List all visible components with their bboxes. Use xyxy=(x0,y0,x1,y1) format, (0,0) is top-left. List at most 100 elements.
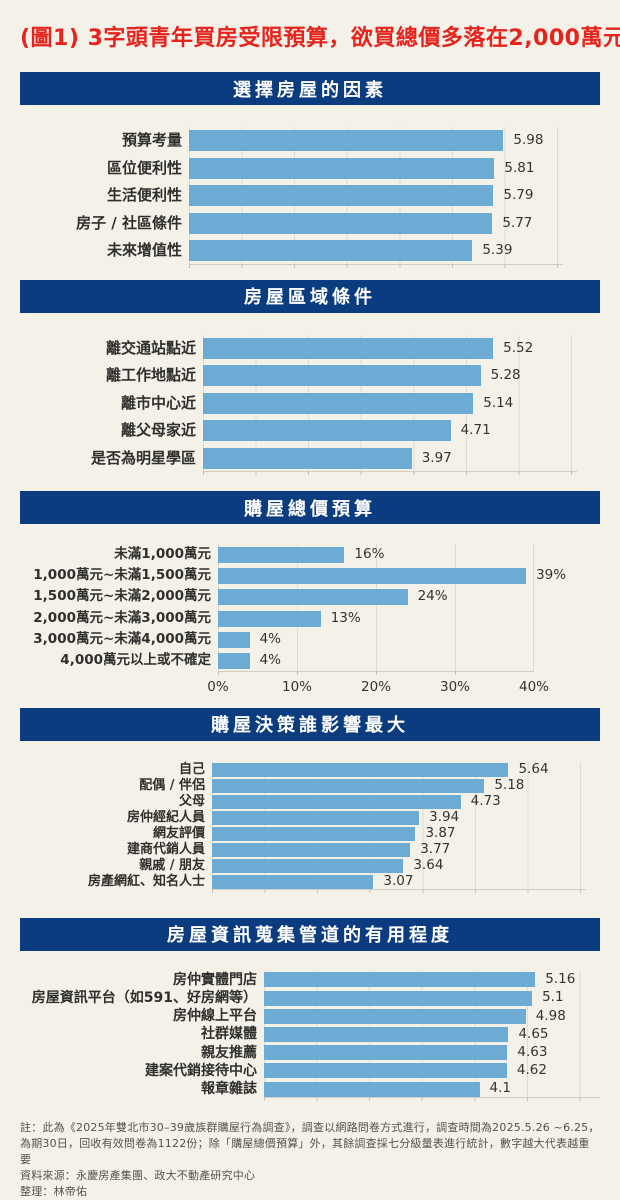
bar-row: 3,000萬元~未滿4,000萬元 4% xyxy=(20,629,600,650)
bar-row: 離市中心近 5.14 xyxy=(20,390,600,418)
bar xyxy=(212,859,404,873)
value-label: 4% xyxy=(259,652,282,669)
bar xyxy=(218,653,250,670)
chart-rows: 房仲實體門店 5.16 房屋資訊平台（如591、好房網等） 5.1 房仲線上平台 4.98… xyxy=(20,970,600,1102)
plot-area: 4.63 xyxy=(264,1044,600,1062)
value-label: 5.14 xyxy=(483,394,514,411)
category-label: 建案代銷接待中心 xyxy=(145,1062,257,1079)
bar-row: 1,000萬元~未滿1,500萬元 39% xyxy=(20,565,600,586)
bar-chart-choosing-factors: 預算考量 5.98 區位便利性 5.81 生活便利性 5.79 房子 / 社區條件 5.77 未… xyxy=(20,105,600,280)
bar xyxy=(264,1063,507,1079)
category-label: 區位便利性 xyxy=(106,158,182,177)
bar xyxy=(264,972,536,988)
category-label: 自己 xyxy=(178,762,205,778)
category-label: 離工作地點近 xyxy=(105,366,196,385)
footnote-credit: 整理：林帝佑 xyxy=(20,1184,88,1198)
bar-row: 配偶 / 伴侶 5.18 xyxy=(20,778,600,794)
bar-row: 房子 / 社區條件 5.77 xyxy=(20,210,600,238)
value-label: 4.98 xyxy=(535,1007,566,1024)
category-label: 親友推薦 xyxy=(201,1044,257,1061)
bar xyxy=(212,763,509,777)
bar xyxy=(218,567,527,584)
plot-area: 3.64 xyxy=(212,858,600,874)
bar xyxy=(212,779,485,793)
bar-row: 未來增值性 5.39 xyxy=(20,237,600,265)
bar xyxy=(203,365,481,387)
bar xyxy=(264,990,533,1006)
value-label: 4.63 xyxy=(517,1043,548,1060)
plot-area: 5.16 xyxy=(264,971,600,989)
bar-row: 父母 4.73 xyxy=(20,794,600,810)
value-label: 3.97 xyxy=(421,449,452,466)
plot-area: 5.64 xyxy=(212,762,600,778)
value-label: 5.52 xyxy=(503,339,534,356)
plot-area: 4% xyxy=(218,650,600,671)
value-label: 16% xyxy=(354,545,385,562)
plot-area: 3.97 xyxy=(203,445,600,473)
value-label: 3.77 xyxy=(420,841,451,858)
bar xyxy=(218,589,408,606)
bar-row: 離交通站點近 5.52 xyxy=(20,335,600,363)
bar-chart-info-channels: 房仲實體門店 5.16 房屋資訊平台（如591、好房網等） 5.1 房仲線上平台 4.98… xyxy=(20,951,600,1120)
category-label: 網友評價 xyxy=(152,826,205,842)
value-label: 5.18 xyxy=(494,777,525,794)
bar-row: 離父母家近 4.71 xyxy=(20,417,600,445)
bar xyxy=(264,1045,508,1061)
plot-area: 3.77 xyxy=(212,842,600,858)
bar xyxy=(189,185,494,207)
category-label: 離交通站點近 xyxy=(105,338,196,357)
section-header: 購屋決策誰影響最大 xyxy=(20,707,600,741)
category-label: 房產網紅、知名人士 xyxy=(87,874,205,890)
bar-row: 未滿1,000萬元 16% xyxy=(20,544,600,565)
bar-row: 1,500萬元~未滿2,000萬元 24% xyxy=(20,587,600,608)
section-area-conditions: 房屋區域條件 離交通站點近 5.52 離工作地點近 5.28 離市中心近 5.14 離父母家… xyxy=(20,279,600,492)
category-label: 未滿1,000萬元 xyxy=(114,545,211,562)
bar xyxy=(218,546,345,563)
bar xyxy=(212,795,461,809)
section-info-channels: 房屋資訊蒐集管道的有用程度 房仲實體門店 5.16 房屋資訊平台（如591、好房網等… xyxy=(20,917,600,1120)
value-label: 4.62 xyxy=(516,1062,547,1079)
bar xyxy=(189,212,493,234)
bar-row: 親友推薦 4.63 xyxy=(20,1044,600,1062)
category-label: 離市中心近 xyxy=(120,393,196,412)
plot-area: 5.14 xyxy=(203,390,600,418)
value-label: 5.1 xyxy=(542,989,564,1006)
plot-area: 4.62 xyxy=(264,1062,600,1080)
bar-row: 區位便利性 5.81 xyxy=(20,155,600,183)
category-label: 房子 / 社區條件 xyxy=(76,213,182,232)
plot-area: 39% xyxy=(218,565,600,586)
category-label: 3,000萬元~未滿4,000萬元 xyxy=(33,631,211,648)
bar xyxy=(212,843,411,857)
category-label: 未來增值性 xyxy=(106,241,182,260)
value-label: 5.79 xyxy=(503,187,534,203)
plot-area: 4% xyxy=(218,629,600,650)
category-label: 父母 xyxy=(178,794,205,810)
value-label: 5.64 xyxy=(518,761,549,778)
bar xyxy=(264,1026,509,1042)
footnote-note: 註：此為《2025年雙北市30–39歲族群購屋行為調查》，調查以網路問卷方式進行… xyxy=(20,1121,600,1166)
section-decision-influence: 購屋決策誰影響最大 自己 5.64 配偶 / 伴侶 5.18 父母 4.73 房仲經紀人員 3… xyxy=(20,707,600,918)
plot-area: 13% xyxy=(218,608,600,629)
footnote: 註：此為《2025年雙北市30–39歲族群購屋行為調查》，調查以網路問卷方式進行… xyxy=(20,1120,600,1200)
bar xyxy=(212,827,416,841)
plot-area: 5.79 xyxy=(189,182,600,210)
bar-row: 預算考量 5.98 xyxy=(20,127,600,155)
bar-row: 生活便利性 5.79 xyxy=(20,182,600,210)
section-header: 房屋區域條件 xyxy=(20,279,600,313)
plot-area: 5.77 xyxy=(189,210,600,238)
category-label: 生活便利性 xyxy=(106,186,182,205)
bar xyxy=(264,1081,480,1097)
bar xyxy=(264,1008,526,1024)
category-label: 房仲實體門店 xyxy=(173,971,257,988)
bar-row: 報章雜誌 4.1 xyxy=(20,1080,600,1098)
bar-row: 房仲實體門店 5.16 xyxy=(20,971,600,989)
x-axis-tick-label: 20% xyxy=(360,678,392,695)
category-label: 建商代銷人員 xyxy=(126,842,205,858)
plot-area: 5.18 xyxy=(212,778,600,794)
x-axis-tick-label: 10% xyxy=(281,678,313,695)
value-label: 39% xyxy=(536,567,567,584)
value-label: 13% xyxy=(330,609,361,626)
value-label: 4.71 xyxy=(460,422,491,438)
plot-area: 3.07 xyxy=(212,874,600,890)
plot-area: 5.52 xyxy=(203,335,600,363)
